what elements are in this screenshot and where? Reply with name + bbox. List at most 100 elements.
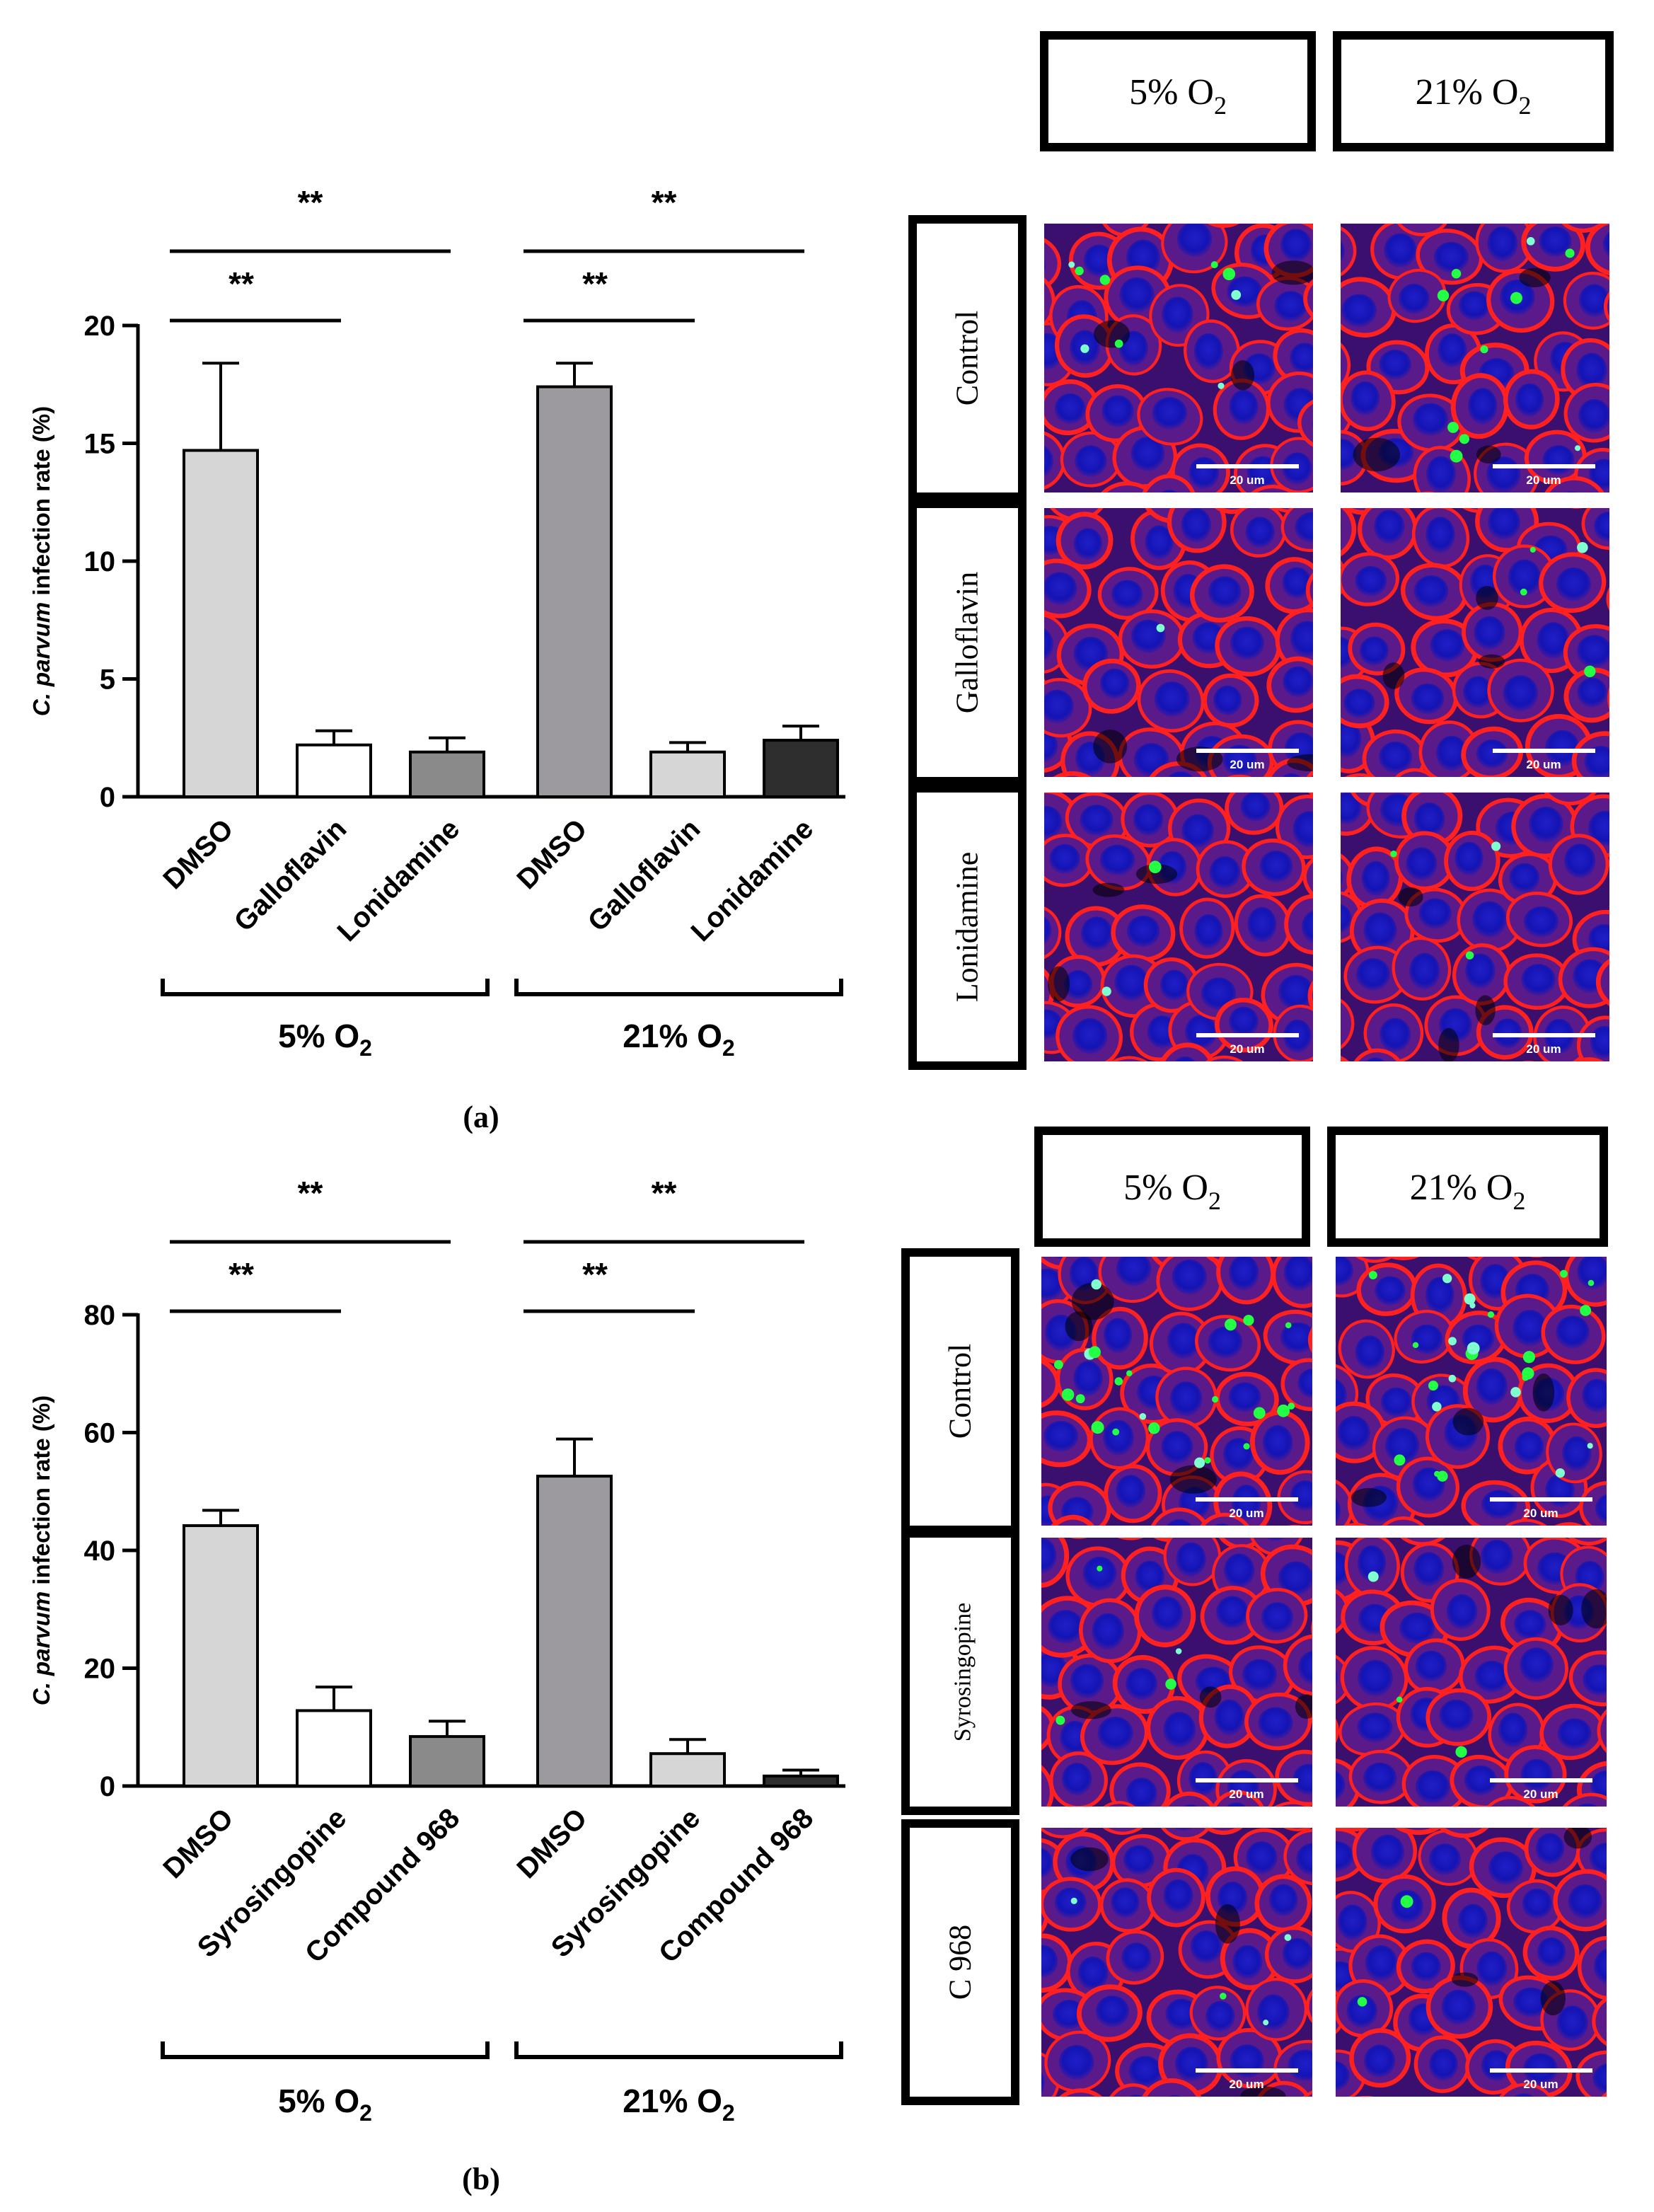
bar [409,750,485,798]
scale-bar [1196,464,1299,468]
micrograph-grid-b: 5% O2 21% O2 Control 20 um 20 um Syrosingopin… [901,1127,1608,2105]
scale-bar-label: 20 um [1230,473,1264,487]
parasite-dot [1390,850,1397,858]
scale-bar [1196,1033,1299,1037]
bar [649,750,726,798]
parasite-dot [1114,1377,1123,1386]
row-label: Syrosingopine [950,1603,976,1741]
parasite-dot [1139,1412,1147,1420]
row-label-box [908,500,1026,785]
parasite-dot [1285,1322,1292,1329]
x-tick-label: Galloflavin [582,813,707,938]
parasite-dot [1149,860,1162,874]
parasite-dot [1465,951,1474,960]
significance-stars: ** [582,1256,608,1293]
bar [763,739,839,798]
parasite-dot [1467,1342,1480,1355]
column-header-box [1034,1127,1310,1247]
scale-bar-label: 20 um [1523,1787,1558,1801]
parasite-dot [1212,1395,1219,1403]
parasite-dot [1156,623,1165,633]
parasite-dot [1588,1279,1595,1286]
parasite-dot [1253,1407,1266,1419]
group-bracket [514,2041,843,2059]
parasite-dot [1526,237,1535,246]
scale-bar [1196,1778,1298,1782]
bar [183,449,259,798]
bar [536,385,613,798]
group-bracket [161,979,490,996]
parasite-dot [1204,1457,1211,1464]
parasite-dot [1577,541,1588,553]
parasite-dot [1263,2020,1269,2026]
parasite-dot [1243,1315,1254,1326]
row-label-box [901,1529,1019,1815]
x-tick-label: DMSO [157,813,239,895]
parasite-dot [1218,382,1225,389]
parasite-dot [1455,1746,1467,1758]
row-label: Galloflavin [950,572,985,713]
parasite-dot [1437,1470,1448,1482]
parasite-dot [1080,344,1089,353]
micrograph-image: 20 um [1341,508,1609,777]
parasite-dot [1222,267,1236,281]
parasite-dot [1448,1337,1457,1346]
parasite-dot [1580,1305,1592,1316]
y-tick-label: 20 [84,1654,116,1685]
parasite-dot [1097,1565,1103,1572]
micrograph-image: 20 um [1041,1538,1312,1807]
parasite-dot [1522,1351,1535,1364]
parasite-dot [1574,445,1581,451]
scale-bar-label: 20 um [1229,1507,1263,1520]
bar [649,1752,726,1787]
y-tick-label: 0 [100,782,115,813]
bar [183,1524,259,1787]
x-tick-label: Galloflavin [229,813,353,938]
parasite-dot [1584,665,1596,677]
x-tick-label: DMSO [511,1802,593,1884]
bar [763,1774,839,1787]
y-tick-label: 15 [84,429,116,460]
group-label: 21% O2 [623,2083,734,2126]
parasite-dot [1175,1648,1182,1654]
micrograph-image: 20 um [1336,1257,1607,1526]
parasite-dot [1089,1346,1101,1359]
scale-bar-label: 20 um [1230,1042,1264,1056]
y-tick-label: 5 [100,664,115,696]
parasite-dot [1061,1388,1075,1401]
y-tick-label: 10 [84,546,116,577]
parasite-dot [1277,1404,1290,1417]
micrograph-image: 20 um [1336,1538,1607,1807]
parasite-dot [1368,1271,1377,1280]
y-tick-label: 0 [100,1771,115,1802]
scale-bar [1196,749,1299,753]
y-tick-label: 20 [84,311,116,342]
parasite-dot [1068,261,1075,268]
column-header-box [1040,31,1316,151]
parasite-dot [1510,292,1522,304]
significance-stars: ** [229,265,254,302]
column-header-label: 21% O2 [1410,1168,1526,1215]
parasite-dot [1367,1571,1379,1582]
parasite-dot [1165,1678,1176,1690]
parasite-dot [1075,266,1084,275]
significance-stars: ** [582,265,608,302]
column-header-label: 5% O2 [1129,72,1227,120]
parasite-dot [1357,1997,1367,2007]
parasite-dot [1194,1457,1205,1468]
scale-bar [1490,1497,1592,1502]
parasite-dot [1075,1394,1085,1404]
scale-bar [1196,2068,1298,2073]
significance-stars: ** [298,1175,323,1211]
parasite-dot [1480,345,1488,354]
parasite-dot [1559,1269,1568,1278]
parasite-dot [1412,1342,1419,1349]
scale-bar [1493,464,1595,468]
parasite-dot [1210,261,1218,269]
bar [296,743,372,798]
group-label: 21% O2 [623,1018,734,1061]
bar [409,1735,485,1788]
significance-stars: ** [652,184,677,221]
y-axis-label: C. parvum infection rate (%) [28,1395,54,1705]
